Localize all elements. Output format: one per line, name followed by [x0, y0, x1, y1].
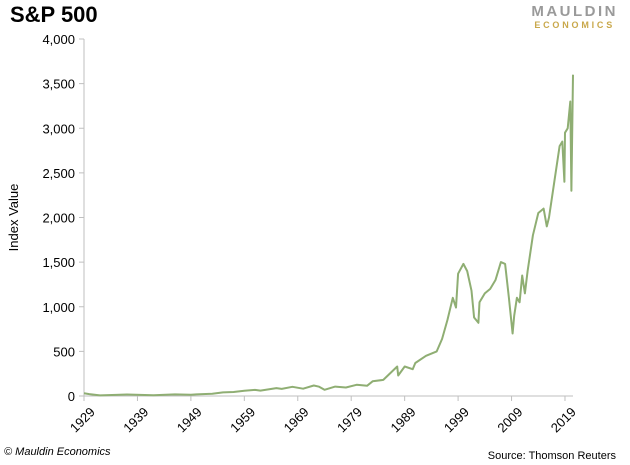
y-axis-label: Index Value [6, 184, 21, 252]
x-tick-label: 1939 [120, 404, 151, 435]
source-note: Source: Thomson Reuters [487, 450, 616, 462]
x-tick-label: 1959 [227, 404, 258, 435]
y-axis-ticks: 0 500 1,000 1,500 2,000 2,500 3,000 3,500 4,000 [42, 32, 84, 404]
logo-word-economics: ECONOMICS [534, 20, 616, 30]
y-tick-label: 1,500 [42, 255, 75, 270]
x-tick-label: 1999 [441, 404, 472, 435]
x-tick-label: 2009 [494, 404, 525, 435]
x-tick-label: 2019 [548, 404, 579, 435]
logo-word-mauldin: MAULDIN [531, 3, 618, 20]
chart-title: S&P 500 [10, 2, 98, 27]
index-value-series-line [83, 74, 574, 397]
x-tick-label: 1949 [174, 404, 205, 435]
mauldin-economics-logo: MAULDIN ECONOMICS [531, 3, 618, 31]
y-tick-label: 2,500 [42, 166, 75, 181]
copyright-notice: © Mauldin Economics [4, 446, 111, 458]
x-tick-label: 1969 [281, 404, 312, 435]
y-tick-label: 4,000 [42, 32, 75, 47]
y-tick-label: 1,000 [42, 300, 75, 315]
x-tick-label: 1929 [67, 404, 98, 435]
y-tick-label: 3,500 [42, 77, 75, 92]
y-tick-label: 2,000 [42, 211, 75, 226]
y-tick-label: 0 [68, 389, 75, 404]
y-tick-label: 3,000 [42, 121, 75, 136]
y-tick-label: 500 [53, 344, 75, 359]
x-tick-label: 1989 [388, 404, 419, 435]
x-tick-label: 1979 [334, 404, 365, 435]
x-axis-ticks: 1929 1939 1949 1959 1969 1979 1989 1999 2009 2019 [67, 396, 579, 435]
